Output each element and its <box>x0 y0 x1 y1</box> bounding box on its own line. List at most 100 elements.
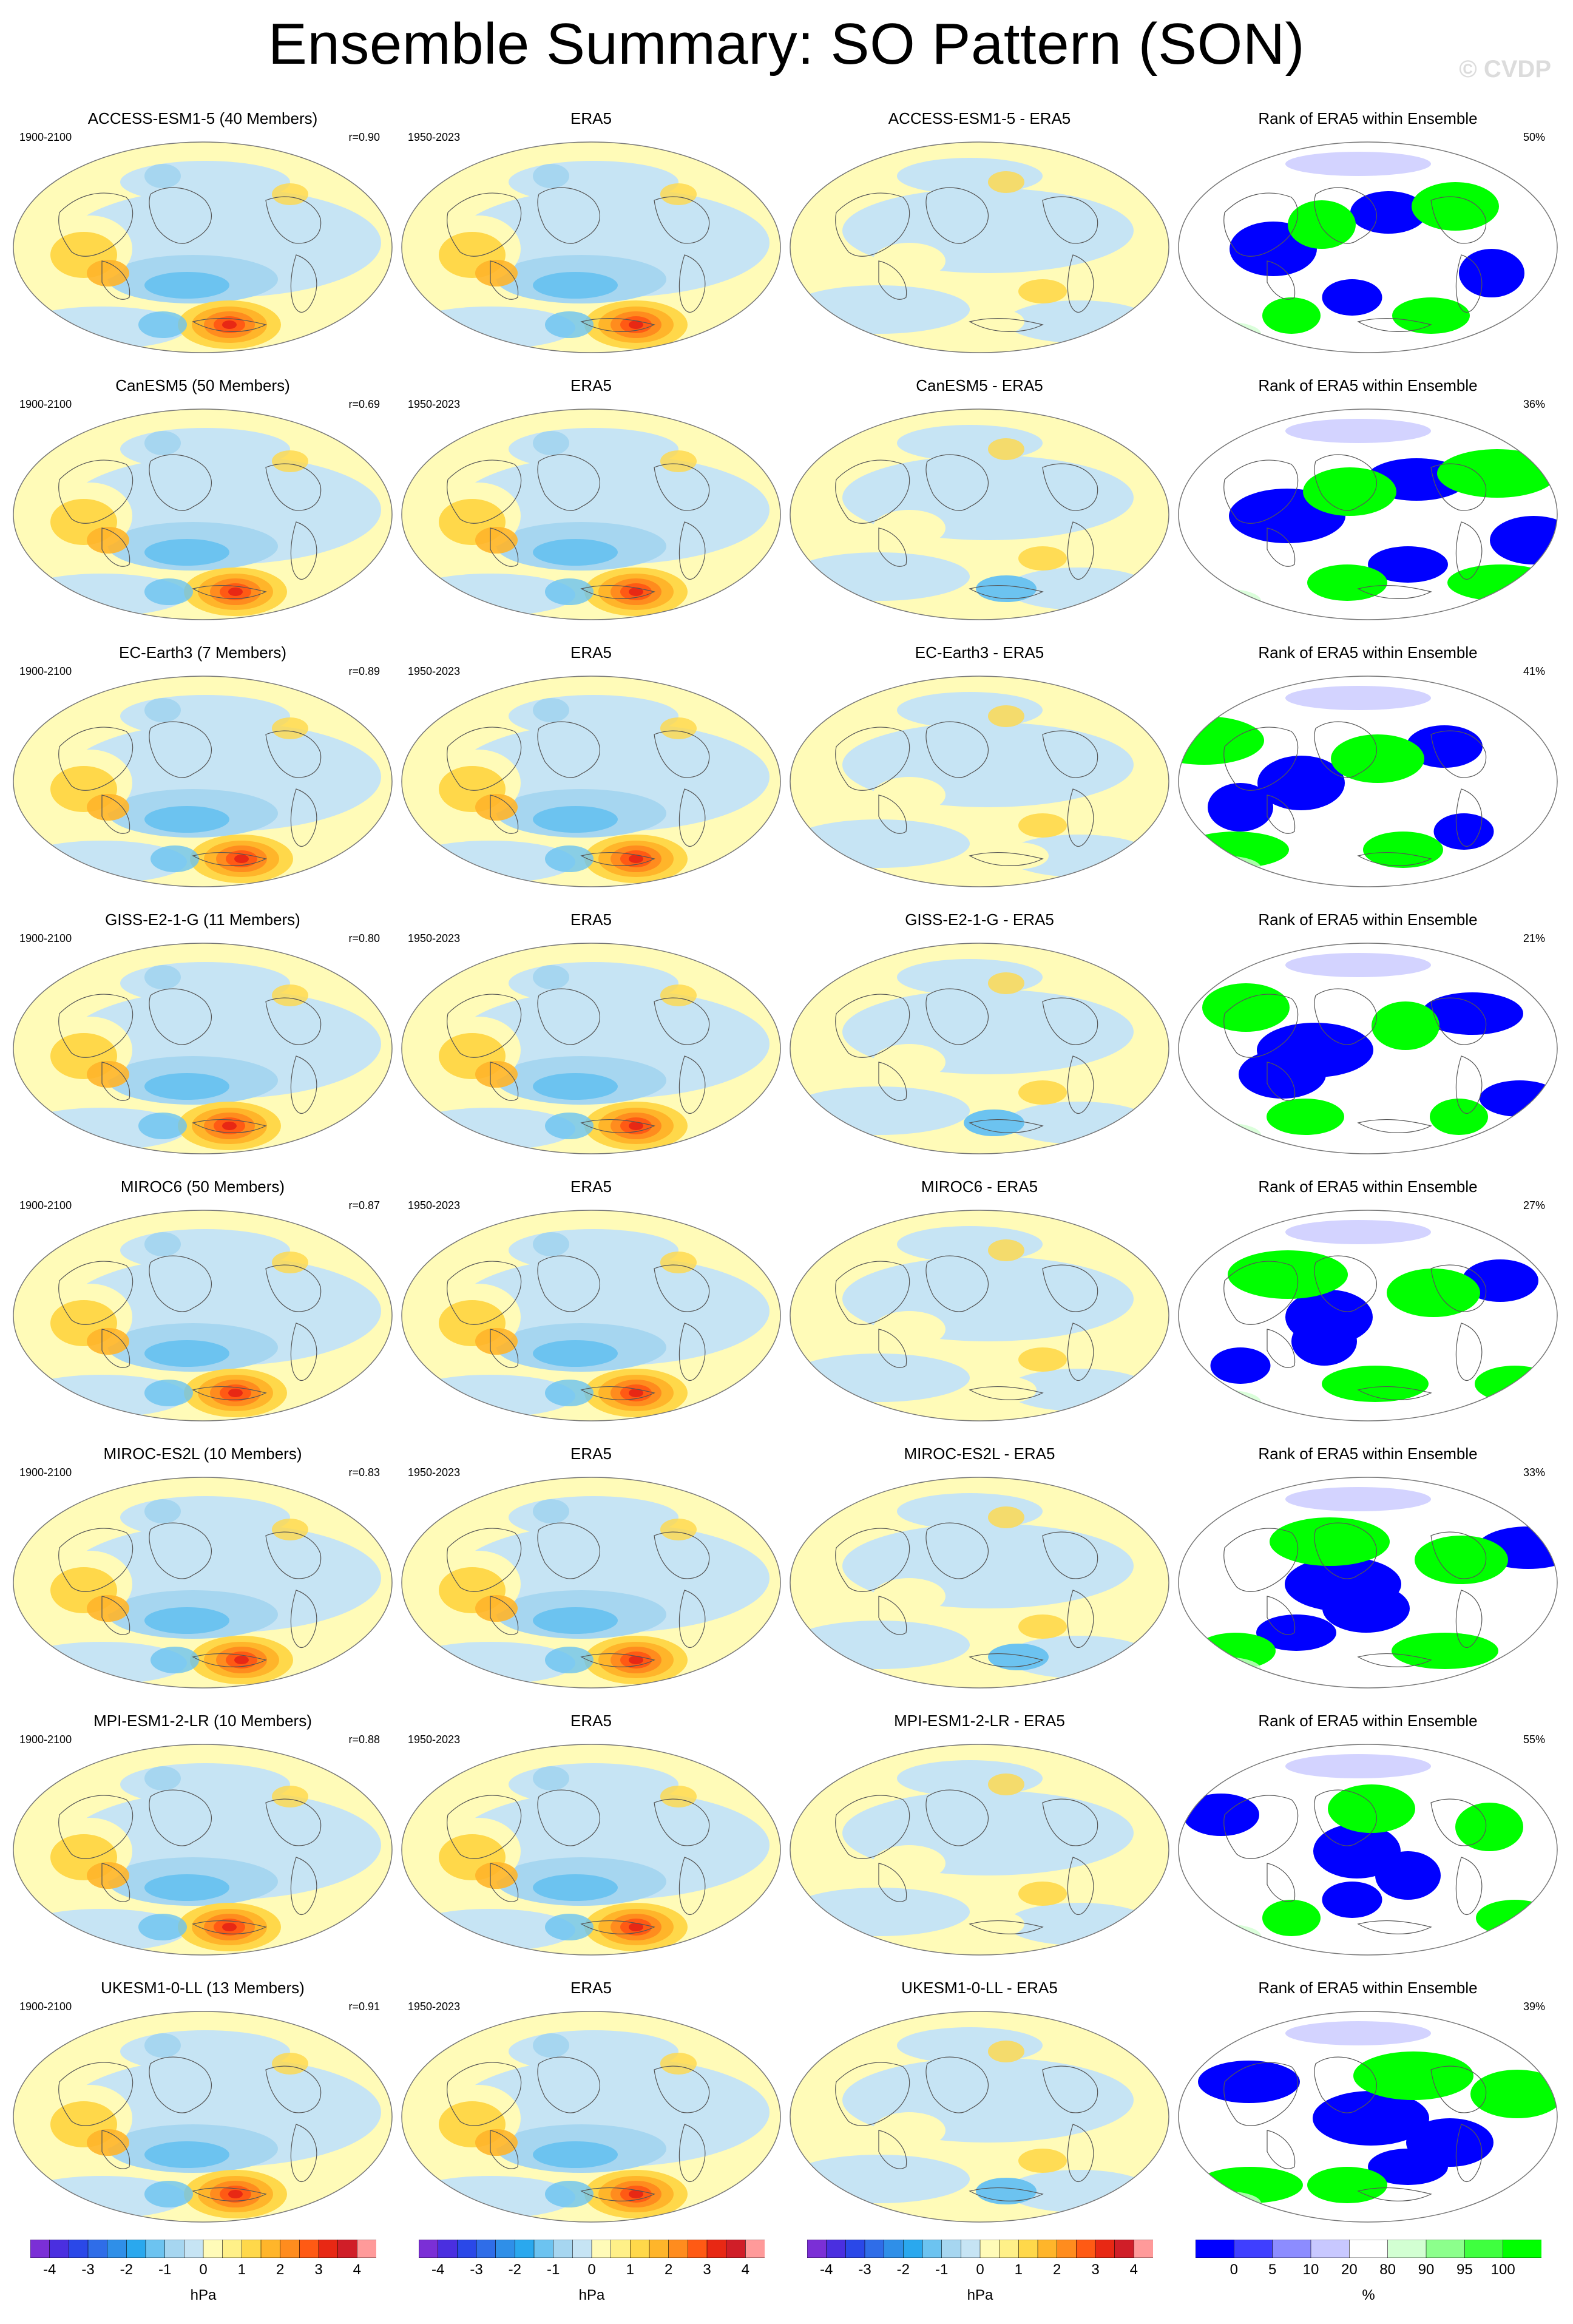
panel-rank-3: Rank of ERA5 within Ensemble 21% <box>1176 910 1560 1159</box>
colorbar-tick-label: -1 <box>935 2261 949 2278</box>
panel-title: MIROC-ES2L - ERA5 <box>904 1445 1055 1463</box>
colorbar-swatch <box>1464 2239 1504 2258</box>
panel-model-0: ACCESS-ESM1-5 (40 Members) 1900-2100 r=0.9… <box>11 109 394 358</box>
panel-percent: 39% <box>1523 2000 1545 2013</box>
panel-rank-7: Rank of ERA5 within Ensemble 39% <box>1176 1979 1560 2227</box>
panel-obs-4: ERA5 1950-2023 <box>399 1177 783 1426</box>
panel-model-2: EC-Earth3 (7 Members) 1900-2100 r=0.89 <box>11 643 394 892</box>
colorbar-tick-label: 3 <box>703 2261 711 2278</box>
panel-obs-0: ERA5 1950-2023 <box>399 109 783 358</box>
panel-title: MIROC6 - ERA5 <box>921 1177 1038 1196</box>
colorbar-swatch <box>357 2239 377 2258</box>
panel-title: Rank of ERA5 within Ensemble <box>1258 1445 1478 1463</box>
panel-title: ERA5 <box>570 643 612 662</box>
panel-title: GISS-E2-1-G (11 Members) <box>105 910 300 929</box>
colorbar-unit: hPa <box>967 2287 993 2303</box>
panel-model-7: UKESM1-0-LL (13 Members) 1900-2100 r=0.91 <box>11 1979 394 2227</box>
panel-years: 1900-2100 <box>19 665 72 677</box>
panel-model-5: MIROC-ES2L (10 Members) 1900-2100 r=0.83 <box>11 1445 394 1693</box>
panel-title: ERA5 <box>570 1712 612 1730</box>
map-rank <box>1178 141 1558 353</box>
panel-diff-1: CanESM5 - ERA5 <box>788 376 1171 625</box>
colorbar-tick-label: 0 <box>976 2261 984 2278</box>
colorbar-swatch <box>706 2239 727 2258</box>
colorbar-swatch <box>1234 2239 1273 2258</box>
panel-title: ERA5 <box>570 109 612 127</box>
colorbar-swatch <box>1037 2239 1058 2258</box>
colorbar-swatch <box>611 2239 631 2258</box>
panel-title: Rank of ERA5 within Ensemble <box>1258 910 1478 929</box>
map-obs <box>401 1477 781 1689</box>
colorbar-tick-label: -4 <box>431 2261 445 2278</box>
panel-percent: 21% <box>1523 932 1545 944</box>
panel-years: 1950-2023 <box>408 2000 461 2013</box>
colorbar-tick-label: 1 <box>1014 2261 1023 2278</box>
panel-title: Rank of ERA5 within Ensemble <box>1258 1712 1478 1730</box>
panel-title: UKESM1-0-LL - ERA5 <box>901 1979 1058 1997</box>
colorbar-swatch <box>572 2239 592 2258</box>
colorbar-tick-label: 5 <box>1268 2261 1277 2278</box>
panel-title: ERA5 <box>570 1177 612 1196</box>
colorbar-tick-label: 2 <box>664 2261 673 2278</box>
colorbar-swatch <box>745 2239 765 2258</box>
colorbar-tick-label: -1 <box>546 2261 560 2278</box>
panel-title: EC-Earth3 (7 Members) <box>119 643 286 662</box>
colorbar-model: -4 -3 -2 -1 0 1 2 3 4 hPa <box>30 2239 377 2303</box>
map-diff <box>790 676 1169 887</box>
panel-percent: 55% <box>1523 1733 1545 1746</box>
colorbar-swatch <box>145 2239 166 2258</box>
map-rank <box>1178 1210 1558 1421</box>
map-diff <box>790 1477 1169 1689</box>
colorbar-swatch <box>941 2239 962 2258</box>
colorbar-swatch <box>164 2239 185 2258</box>
map-model <box>13 408 393 620</box>
colorbar-swatch <box>30 2239 50 2258</box>
panel-title: EC-Earth3 - ERA5 <box>915 643 1044 662</box>
colorbar-swatch <box>260 2239 281 2258</box>
colorbar-swatch <box>318 2239 339 2258</box>
colorbar-tick-label: 1 <box>237 2261 246 2278</box>
colorbar-swatch <box>845 2239 865 2258</box>
watermark: © CVDP <box>1459 56 1551 83</box>
colorbar-tick-label: -1 <box>158 2261 172 2278</box>
page-title: Ensemble Summary: SO Pattern (SON) <box>268 12 1305 76</box>
panel-title: ERA5 <box>570 1445 612 1463</box>
map-model <box>13 943 393 1154</box>
panel-title: CanESM5 - ERA5 <box>916 376 1043 395</box>
panel-years: 1900-2100 <box>19 398 72 410</box>
map-model <box>13 141 393 353</box>
colorbar-tick-label: 2 <box>1052 2261 1061 2278</box>
colorbar-swatch <box>979 2239 1000 2258</box>
map-diff <box>790 141 1169 353</box>
map-rank <box>1178 943 1558 1154</box>
map-obs <box>401 1744 781 1956</box>
panel-percent: 36% <box>1523 398 1545 410</box>
panel-correlation: r=0.89 <box>348 665 380 677</box>
panel-years: 1900-2100 <box>19 932 72 944</box>
colorbar-swatch <box>630 2239 650 2258</box>
panel-years: 1950-2023 <box>408 932 461 944</box>
map-rank <box>1178 408 1558 620</box>
colorbar-tick-label: 4 <box>741 2261 750 2278</box>
colorbar-swatch <box>515 2239 535 2258</box>
map-obs <box>401 2011 781 2223</box>
colorbar-swatch <box>649 2239 669 2258</box>
panel-correlation: r=0.91 <box>348 2000 380 2013</box>
colorbar-swatch <box>107 2239 127 2258</box>
colorbar-swatch <box>922 2239 942 2258</box>
colorbar-swatch <box>87 2239 108 2258</box>
panel-diff-3: GISS-E2-1-G - ERA5 <box>788 910 1171 1159</box>
colorbar-swatch <box>864 2239 885 2258</box>
colorbar-tick-label: -2 <box>896 2261 910 2278</box>
panel-years: 1950-2023 <box>408 1466 461 1479</box>
colorbar-tick-label: 1 <box>626 2261 635 2278</box>
panel-years: 1950-2023 <box>408 398 461 410</box>
panel-title: MPI-ESM1-2-LR - ERA5 <box>894 1712 1065 1730</box>
colorbar-tick-label: 90 <box>1418 2261 1435 2278</box>
colorbar-obs: -4 -3 -2 -1 0 1 2 3 4 hPa <box>418 2239 765 2303</box>
panel-obs-5: ERA5 1950-2023 <box>399 1445 783 1693</box>
colorbar-swatch <box>903 2239 923 2258</box>
map-rank <box>1178 1744 1558 1956</box>
colorbar-tick-label: 0 <box>587 2261 596 2278</box>
panel-model-6: MPI-ESM1-2-LR (10 Members) 1900-2100 r=0.8… <box>11 1712 394 1960</box>
